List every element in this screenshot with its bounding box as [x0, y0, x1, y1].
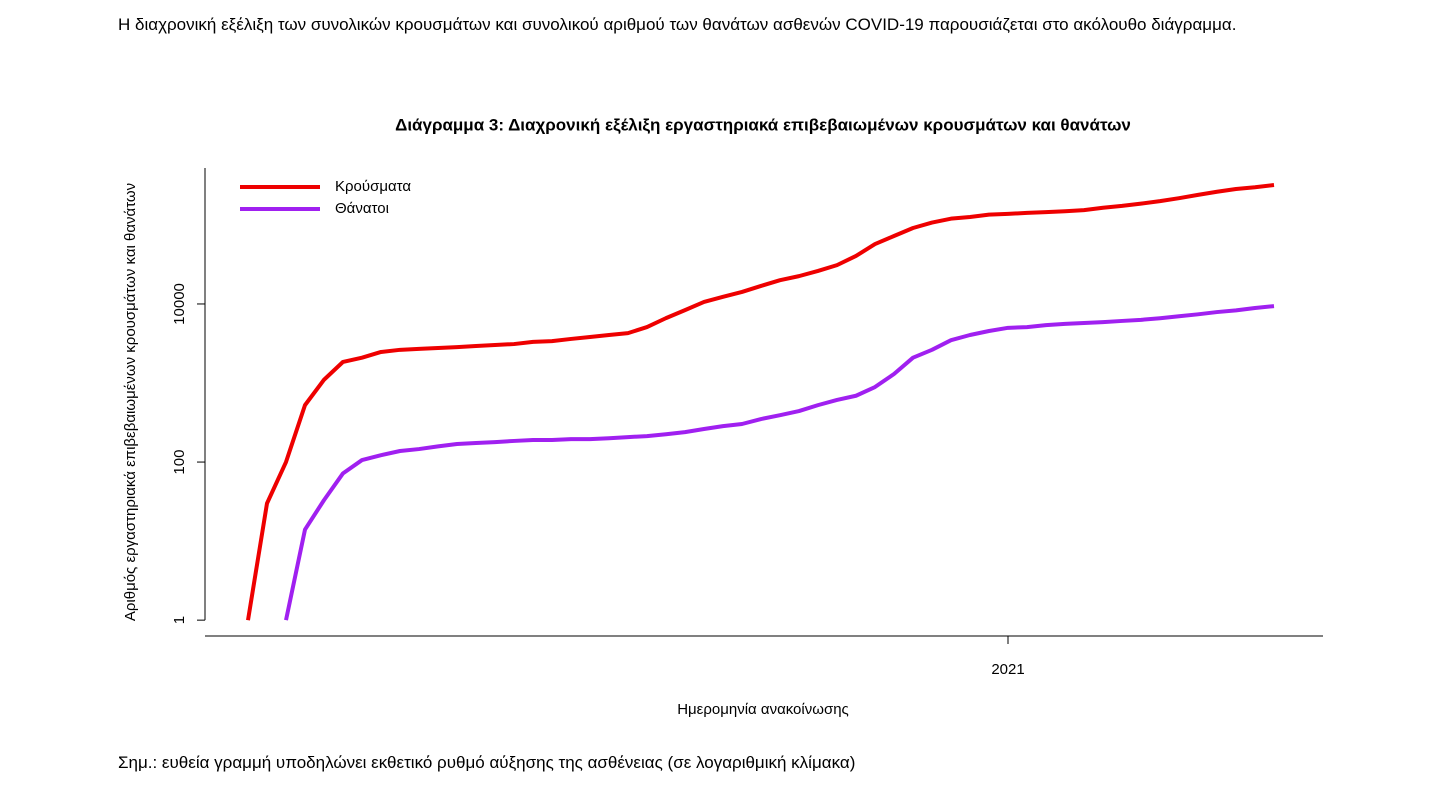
y-tick-label: 1: [171, 616, 188, 624]
note: Σημ.: ευθεία γραμμή υποδηλώνει εκθετικό …: [118, 753, 856, 772]
legend-label: Κρούσματα: [335, 178, 411, 195]
chart: Διάγραμμα 3: Διαχρονική εξέλιξη εργαστηρ…: [122, 115, 1323, 718]
intro-paragraph: Η διαχρονική εξέλιξη των συνολικών κρουσ…: [118, 15, 1237, 34]
series-line: [284, 304, 1275, 621]
x-axis-title: Ημερομηνία ανακοίνωσης: [677, 701, 849, 718]
chart-title: Διάγραμμα 3: Διαχρονική εξέλιξη εργαστηρ…: [395, 115, 1131, 134]
series-line: [246, 183, 1275, 621]
y-axis-title: Αριθμός εργαστηριακά επιβεβαιωμένων κρου…: [122, 183, 139, 621]
y-tick-label: 100: [171, 450, 188, 475]
x-tick-label: 2021: [991, 661, 1024, 678]
y-tick-label: 10000: [171, 283, 188, 325]
legend-label: Θάνατοι: [335, 200, 389, 217]
